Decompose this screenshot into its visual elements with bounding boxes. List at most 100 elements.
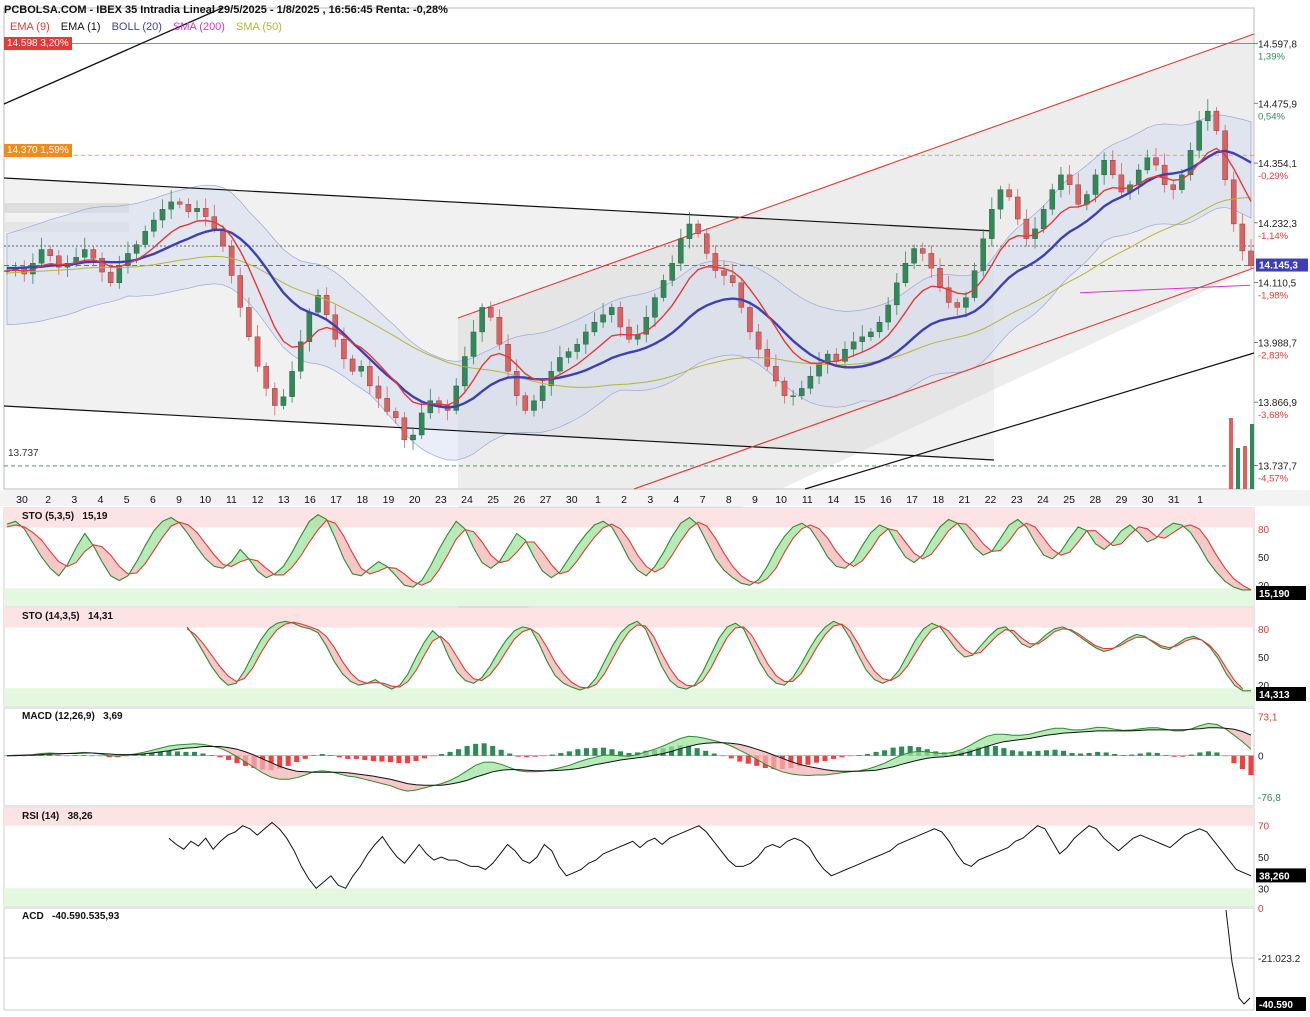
- sto14-fill: [768, 664, 777, 684]
- date-tick-label: 14: [828, 494, 840, 506]
- date-tick-label: 17: [906, 494, 918, 506]
- sto14-fill: [956, 640, 965, 657]
- sto14-fill: [465, 670, 474, 684]
- bollinger-mid-line: [7, 149, 1252, 409]
- sto5-fill: [300, 521, 310, 557]
- sto5-fill: [352, 553, 362, 576]
- macd-histogram-bar: [856, 755, 862, 756]
- candle-body: [56, 255, 62, 268]
- candle-body: [496, 317, 503, 345]
- sto5-fill: [551, 564, 560, 578]
- candle-body: [539, 385, 546, 401]
- macd-fill: [646, 749, 655, 757]
- sto14-fill: [538, 634, 548, 662]
- macd-fill: [1148, 727, 1158, 730]
- candle-body: [859, 336, 865, 342]
- candle-body: [513, 371, 520, 396]
- price-tick-label: 14.597,8: [1258, 39, 1297, 50]
- candle-body: [522, 395, 529, 411]
- sto14-fill: [661, 653, 670, 681]
- sto5-fill: [482, 541, 491, 569]
- chart-title: PCBOLSA.COM - IBEX 35 Intradia Lineal 29…: [4, 4, 448, 16]
- candle-body: [1023, 218, 1030, 239]
- sto5-fill: [577, 534, 586, 561]
- candle-body: [393, 411, 399, 418]
- macd-fill: [731, 743, 740, 751]
- sto14-fill: [620, 625, 629, 644]
- macd-fill: [961, 745, 970, 755]
- macd-histogram-bar: [353, 755, 359, 759]
- sto14-fill: [506, 630, 515, 652]
- sto14-fill: [751, 635, 760, 663]
- sto5-k-line: [6, 514, 1251, 591]
- sto14-value: 14,31: [87, 611, 113, 622]
- candle-body: [565, 351, 572, 358]
- sto14-fill: [817, 626, 826, 647]
- candle-body: [816, 363, 822, 377]
- macd-histogram-bar: [456, 749, 462, 756]
- price-tick-label: 13.988,7: [1258, 338, 1297, 349]
- sto5-fill: [404, 573, 414, 588]
- candle-body: [1015, 196, 1021, 220]
- macd-fill: [398, 781, 408, 792]
- date-tick-label: 2: [45, 494, 51, 506]
- candle-body: [868, 331, 874, 337]
- sto5-fill: [1069, 526, 1079, 553]
- macd-fill: [910, 751, 919, 763]
- macd-fill: [262, 758, 272, 778]
- sto5-fill: [1000, 525, 1010, 551]
- sto14-fill: [227, 675, 237, 686]
- sto14-fill: [809, 636, 818, 661]
- macd-panel: 73,1 0 -76,8: [3, 707, 1281, 807]
- macd-histogram-bar: [294, 755, 300, 763]
- date-axis: 30 2 3 4 5 6 9 10 11 12 13 16 17 18 19 20 23 24 25 26 27 30 1 2…: [0, 490, 1310, 506]
- candle-body: [678, 238, 684, 264]
- up-channel-area: [458, 34, 1254, 640]
- macd-histogram-bar: [992, 745, 998, 756]
- date-tick-label: 24: [461, 494, 473, 506]
- candle-body: [600, 314, 606, 323]
- price-tick-pct: 0,54%: [1258, 111, 1285, 122]
- macd-fill: [637, 751, 647, 758]
- sto14-fill: [653, 636, 662, 667]
- candle-body: [928, 253, 935, 269]
- macd-fill: [986, 734, 996, 747]
- sto5-fill: [257, 560, 267, 578]
- price-tick-pct: 1,39%: [1258, 51, 1285, 62]
- macd-histogram-bar: [1112, 754, 1118, 756]
- candle-body: [410, 434, 416, 441]
- candle-body: [626, 326, 632, 340]
- macd-histogram-bar: [311, 755, 317, 756]
- sto5-fill: [568, 545, 578, 572]
- oversold-zone: [4, 688, 1254, 706]
- sto5-fill: [594, 521, 604, 538]
- oversold-zone: [4, 588, 1254, 606]
- macd-histogram-bar: [430, 755, 436, 757]
- candle-body: [418, 412, 425, 436]
- sto5-fill: [41, 540, 51, 569]
- sto5-fill: [490, 555, 500, 569]
- macd-fill: [560, 765, 570, 771]
- macd-histogram-bar: [1137, 753, 1143, 756]
- candle-body: [280, 396, 287, 406]
- sto5-fill: [369, 561, 379, 574]
- macd-histogram-bar: [890, 747, 896, 756]
- sto5-fill: [76, 533, 85, 563]
- macd-histogram-bar: [617, 751, 624, 756]
- macd-histogram-bar: [106, 755, 112, 758]
- sto14-fill: [710, 638, 720, 669]
- sto5-fill: [629, 540, 638, 571]
- sto14-fill: [997, 626, 1006, 636]
- macd-histogram-bar: [694, 748, 700, 756]
- last-value-text: 14,313: [1259, 690, 1290, 701]
- sto5-fill: [827, 538, 837, 567]
- sto14-fill: [571, 682, 580, 690]
- macd-fill: [935, 752, 945, 758]
- macd-fill: [799, 764, 808, 776]
- macd-histogram-bar: [975, 747, 981, 756]
- macd-histogram-bar: [847, 755, 854, 757]
- macd-fill: [1089, 727, 1098, 732]
- sto5-fill: [663, 536, 673, 568]
- macd-histogram-bar: [345, 755, 351, 759]
- sto5-fill: [110, 555, 120, 581]
